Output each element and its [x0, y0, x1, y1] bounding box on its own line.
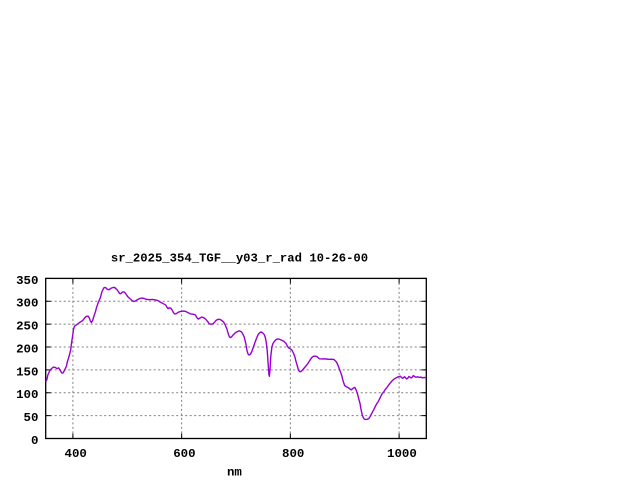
svg-text:600: 600	[173, 447, 195, 461]
svg-text:nm: nm	[227, 465, 242, 479]
svg-text:0: 0	[31, 434, 38, 448]
svg-text:200: 200	[16, 342, 38, 356]
svg-text:350: 350	[16, 274, 38, 288]
svg-text:100: 100	[16, 388, 38, 402]
svg-text:800: 800	[282, 447, 304, 461]
svg-text:50: 50	[24, 411, 39, 425]
svg-text:300: 300	[16, 297, 38, 311]
svg-text:sr_2025_354_TGF__y03_r_rad 10-: sr_2025_354_TGF__y03_r_rad 10-26-00	[111, 251, 368, 265]
svg-text:250: 250	[16, 320, 38, 334]
svg-text:1000: 1000	[387, 447, 417, 461]
svg-text:150: 150	[16, 365, 38, 379]
svg-text:400: 400	[65, 447, 87, 461]
